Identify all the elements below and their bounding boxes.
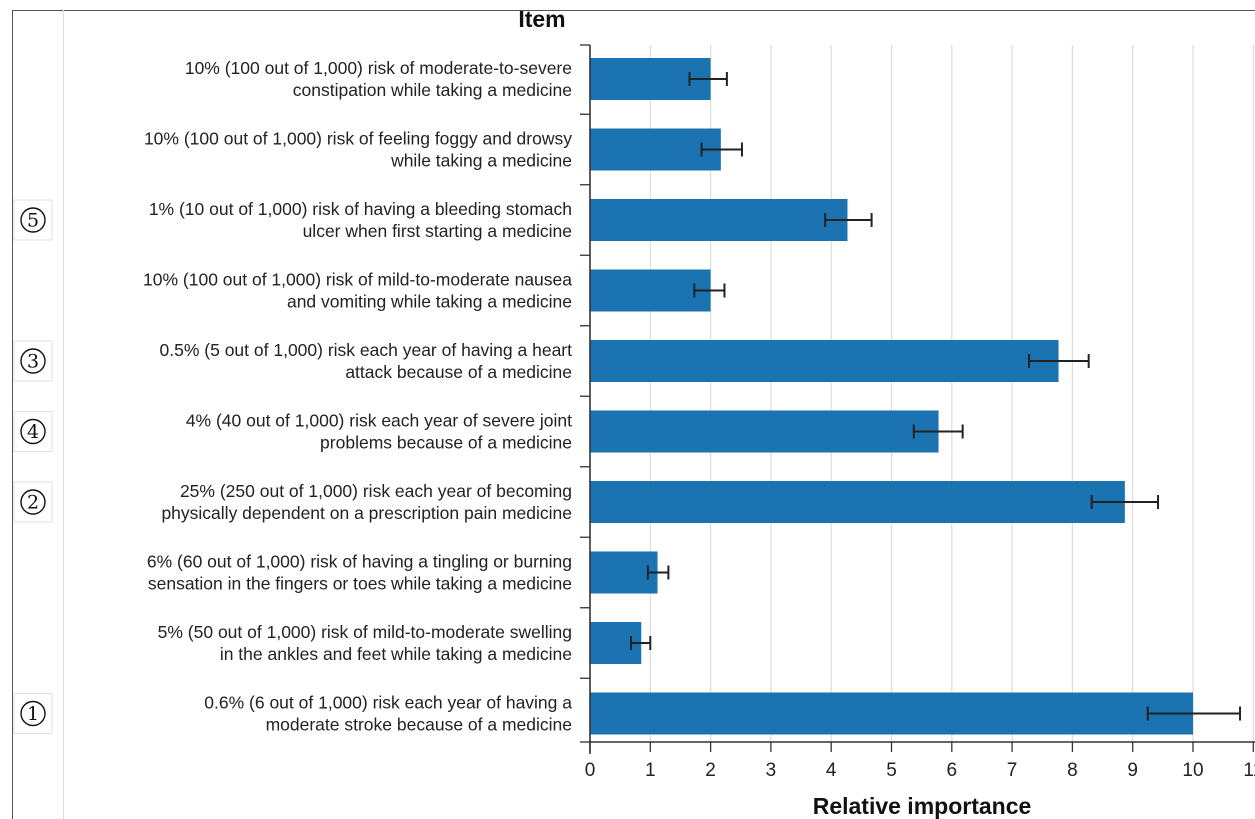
x-tick-label: 2 xyxy=(705,760,716,781)
bar xyxy=(590,410,939,453)
bar xyxy=(590,551,658,594)
rank-markers: 5 3 4 2 1 xyxy=(13,199,53,734)
y-axis-title: Item xyxy=(518,6,565,32)
item-label: 1% (10 out of 1,000) risk of having a bl… xyxy=(149,199,572,241)
x-tick-label: 0 xyxy=(585,760,596,781)
bar xyxy=(590,269,711,312)
bar xyxy=(590,481,1125,523)
item-label: 10% (100 out of 1,000) risk of mild-to-m… xyxy=(143,270,572,312)
rank-marker-circle xyxy=(20,700,46,727)
item-label-line: attack because of a medicine xyxy=(345,362,572,382)
item-label-line: ulcer when first starting a medicine xyxy=(303,221,572,241)
rank-marker-number: 3 xyxy=(27,351,39,373)
item-label: 10% (100 out of 1,000) risk of moderate-… xyxy=(185,58,572,100)
bar xyxy=(590,340,1059,382)
x-tick-labels: 0 1 2 3 4 5 6 7 8 9 10 11 xyxy=(585,760,1255,781)
item-label-line: constipation while taking a medicine xyxy=(293,80,572,100)
item-label: 6% (60 out of 1,000) risk of having a ti… xyxy=(147,552,572,594)
bars xyxy=(590,58,1193,735)
bar xyxy=(590,692,1193,735)
x-axis-title: Relative importance xyxy=(813,793,1032,819)
item-label-line: 0.5% (5 out of 1,000) risk each year of … xyxy=(160,340,573,360)
x-tick-label: 11 xyxy=(1243,760,1255,781)
bar xyxy=(590,128,721,171)
rank-marker-number: 5 xyxy=(27,210,39,232)
item-label: 25% (250 out of 1,000) risk each year of… xyxy=(161,481,572,523)
x-tick-label: 10 xyxy=(1182,760,1203,781)
item-label-line: physically dependent on a prescription p… xyxy=(161,503,572,523)
rank-marker-circle xyxy=(20,418,46,445)
item-label-line: moderate stroke because of a medicine xyxy=(266,715,572,735)
x-tick-label: 9 xyxy=(1127,760,1138,781)
item-label-line: 10% (100 out of 1,000) risk of moderate-… xyxy=(185,58,572,78)
item-label-line: problems because of a medicine xyxy=(320,433,572,453)
rank-marker-circle xyxy=(20,207,46,233)
error-bars xyxy=(630,72,1242,721)
item-label: 0.5% (5 out of 1,000) risk each year of … xyxy=(160,340,573,382)
x-tick-label: 4 xyxy=(826,760,837,781)
gridlines xyxy=(649,45,1254,742)
item-label-line: 10% (100 out of 1,000) risk of mild-to-m… xyxy=(143,270,572,290)
x-tick-label: 1 xyxy=(645,760,656,781)
x-tick-label: 6 xyxy=(947,760,958,781)
axes xyxy=(580,44,1255,754)
x-tick-label: 8 xyxy=(1067,760,1078,781)
item-label-line: 1% (10 out of 1,000) risk of having a bl… xyxy=(149,199,572,219)
x-tick-label: 3 xyxy=(766,760,777,781)
item-label-line: while taking a medicine xyxy=(390,151,572,171)
rank-marker-number: 1 xyxy=(27,703,39,725)
item-label-line: 5% (50 out of 1,000) risk of mild-to-mod… xyxy=(158,622,572,642)
rank-marker-circle xyxy=(20,489,46,515)
rank-marker-circle xyxy=(20,348,46,374)
item-label: 0.6% (6 out of 1,000) risk each year of … xyxy=(204,693,572,735)
item-label-line: in the ankles and feet while taking a me… xyxy=(220,644,572,664)
x-tick-label: 7 xyxy=(1007,760,1018,781)
item-label-line: 0.6% (6 out of 1,000) risk each year of … xyxy=(204,693,572,713)
rank-marker-number: 4 xyxy=(27,421,39,443)
item-label-line: 10% (100 out of 1,000) risk of feeling f… xyxy=(144,129,572,149)
item-label: 10% (100 out of 1,000) risk of feeling f… xyxy=(144,129,572,171)
item-label: 5% (50 out of 1,000) risk of mild-to-mod… xyxy=(158,622,572,664)
item-label-line: 6% (60 out of 1,000) risk of having a ti… xyxy=(147,552,572,572)
item-label-line: sensation in the fingers or toes while t… xyxy=(148,574,572,594)
item-label-line: 4% (40 out of 1,000) risk each year of s… xyxy=(186,411,572,431)
item-label-line: and vomiting while taking a medicine xyxy=(287,292,572,312)
item-label: 4% (40 out of 1,000) risk each year of s… xyxy=(186,411,572,453)
rank-marker-number: 2 xyxy=(27,492,39,514)
bar xyxy=(590,199,848,241)
item-labels: 10% (100 out of 1,000) risk of moderate-… xyxy=(143,58,572,735)
x-tick-label: 5 xyxy=(886,760,897,781)
item-label-line: 25% (250 out of 1,000) risk each year of… xyxy=(180,481,572,501)
